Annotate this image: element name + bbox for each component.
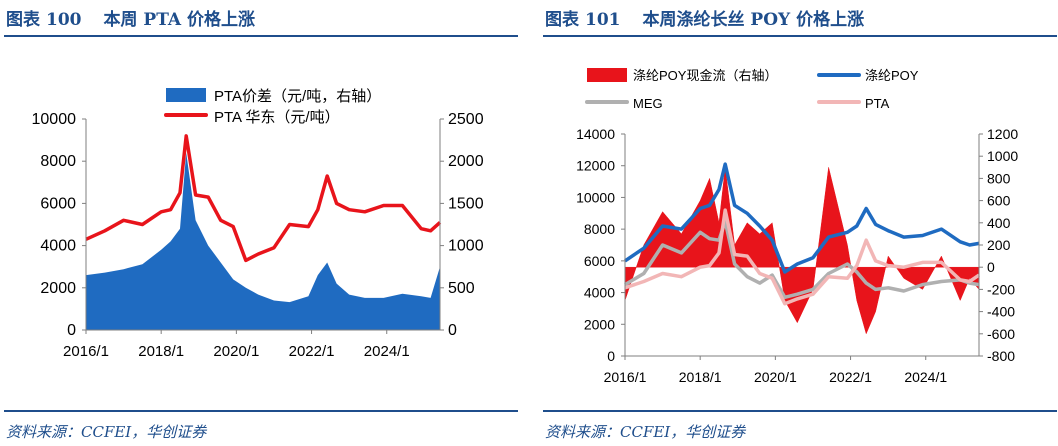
right-panel: 图表 101 本周涤纶长丝 POY 价格上涨 0 2000 4000 6000 8000 10… bbox=[543, 0, 1057, 446]
figure-title: 本周 PTA 价格上涨 bbox=[103, 10, 256, 30]
y-left-tick-label: 8000 bbox=[584, 221, 615, 237]
y-right-tick-label: 2000 bbox=[448, 153, 484, 170]
legend-label: PTA 华东（元/吨） bbox=[214, 109, 340, 126]
series-line bbox=[624, 208, 980, 306]
legend-label: MEG bbox=[633, 96, 663, 111]
x-tick-label: 2020/1 bbox=[754, 369, 797, 385]
x-tick-label: 2024/1 bbox=[904, 369, 947, 385]
series-line bbox=[624, 162, 980, 274]
source-note: 资料来源：CCFEI，华创证券 bbox=[545, 423, 746, 441]
heading-rule bbox=[4, 35, 518, 37]
y-right-tick-label: -400 bbox=[987, 304, 1015, 320]
source-note: 资料来源：CCFEI，华创证券 bbox=[6, 423, 207, 441]
y-left-tick-label: 14000 bbox=[576, 126, 615, 142]
figure-number: 101 bbox=[585, 10, 621, 30]
legend-label: 涤纶POY bbox=[865, 68, 919, 83]
y-right-tick-label: 500 bbox=[448, 280, 475, 297]
y-right-tick-label: 600 bbox=[987, 193, 1011, 209]
y-right-tick-label: -600 bbox=[987, 326, 1015, 342]
y-right-tick-label: 0 bbox=[448, 322, 457, 339]
series-line bbox=[85, 134, 442, 263]
figure-label: 图表 bbox=[6, 10, 40, 30]
legend-label: PTA bbox=[865, 96, 890, 111]
y-right-tick-label: -800 bbox=[987, 348, 1015, 364]
y-right-tick-label: 1000 bbox=[987, 148, 1018, 164]
y-right-tick-label: 1200 bbox=[987, 126, 1018, 142]
pta-chart: 0 2000 4000 6000 8000 10000 0 500 1000 1500 2000 25… bbox=[32, 88, 484, 360]
y-left-tick-label: 4000 bbox=[584, 285, 615, 301]
x-tick-label: 2018/1 bbox=[138, 343, 184, 360]
figure-heading: 图表 101 本周涤纶长丝 POY 价格上涨 bbox=[545, 5, 864, 30]
source-rule bbox=[4, 410, 518, 412]
figure-heading: 图表 100 本周 PTA 价格上涨 bbox=[6, 5, 255, 30]
y-left-tick-label: 6000 bbox=[40, 195, 76, 212]
x-tick-label: 2024/1 bbox=[364, 343, 410, 360]
y-left-tick-label: 2000 bbox=[40, 280, 76, 297]
y-right-tick-label: 1500 bbox=[448, 195, 484, 212]
figure-title: 本周涤纶长丝 POY 价格上涨 bbox=[642, 10, 865, 30]
legend-label: PTA价差（元/吨，右轴） bbox=[214, 88, 381, 105]
legend-swatch bbox=[587, 68, 627, 82]
y-left-tick-label: 12000 bbox=[576, 158, 615, 174]
figure-number: 100 bbox=[46, 10, 82, 30]
figure-label: 图表 bbox=[545, 10, 579, 30]
left-panel: 图表 100 本周 PTA 价格上涨 0 2000 4000 6000 8000 10000 0… bbox=[4, 0, 518, 446]
series-area bbox=[86, 152, 440, 330]
y-right-tick-label: 2500 bbox=[448, 111, 484, 128]
x-tick-label: 2020/1 bbox=[213, 343, 259, 360]
x-tick-label: 2016/1 bbox=[63, 343, 109, 360]
legend-swatch bbox=[166, 88, 206, 102]
y-left-tick-label: 2000 bbox=[584, 316, 615, 332]
x-tick-label: 2018/1 bbox=[679, 369, 722, 385]
y-left-tick-label: 4000 bbox=[40, 238, 76, 255]
y-right-tick-label: -200 bbox=[987, 281, 1015, 297]
poy-chart: 02000400060008000100001200014000-800-600… bbox=[576, 68, 1018, 385]
y-left-tick-label: 10000 bbox=[32, 111, 77, 128]
y-left-tick-label: 0 bbox=[607, 348, 615, 364]
y-right-tick-label: 1000 bbox=[448, 238, 484, 255]
y-right-tick-label: 200 bbox=[987, 237, 1011, 253]
legend-label: 涤纶POY现金流（右轴） bbox=[633, 68, 777, 83]
y-left-tick-label: 6000 bbox=[584, 253, 615, 269]
y-right-tick-label: 400 bbox=[987, 215, 1011, 231]
y-right-tick-label: 0 bbox=[987, 259, 995, 275]
source-rule bbox=[543, 410, 1057, 412]
y-left-tick-label: 10000 bbox=[576, 189, 615, 205]
y-right-tick-label: 800 bbox=[987, 170, 1011, 186]
x-tick-label: 2022/1 bbox=[289, 343, 335, 360]
y-left-tick-label: 0 bbox=[67, 322, 76, 339]
heading-rule bbox=[543, 35, 1057, 37]
x-tick-label: 2022/1 bbox=[829, 369, 872, 385]
x-tick-label: 2016/1 bbox=[604, 369, 647, 385]
y-left-tick-label: 8000 bbox=[40, 153, 76, 170]
series-line bbox=[624, 219, 980, 300]
